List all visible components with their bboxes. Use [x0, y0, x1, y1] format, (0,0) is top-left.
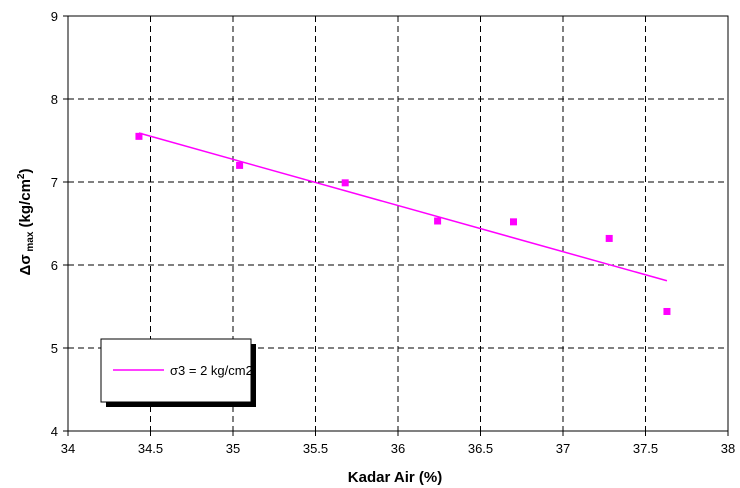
- x-tick-label: 37: [556, 441, 570, 456]
- x-tick-label: 38: [721, 441, 735, 456]
- trendline: [138, 132, 668, 282]
- y-tick-label: 9: [51, 9, 58, 24]
- x-tick-label: 34: [61, 441, 75, 456]
- x-tick-label: 34.5: [138, 441, 163, 456]
- y-axis-title-delta: Δσ: [17, 254, 34, 275]
- gridlines: [68, 16, 728, 431]
- y-axis-title: Δσ max (kg/cm2): [16, 169, 36, 276]
- data-point: [663, 307, 671, 315]
- y-axis-title-unit-open: (kg/cm: [17, 179, 34, 232]
- data-points: [135, 132, 671, 315]
- x-tick-label: 35: [226, 441, 240, 456]
- y-tick-label: 7: [51, 175, 58, 190]
- data-point: [510, 218, 517, 226]
- data-point: [434, 217, 442, 225]
- trendline-group: [138, 132, 668, 282]
- y-tick-label: 5: [51, 341, 58, 356]
- x-tick-label: 37.5: [633, 441, 658, 456]
- y-tick-label: 8: [51, 92, 58, 107]
- x-tick-label: 36: [391, 441, 405, 456]
- data-point: [236, 161, 244, 169]
- y-axis-title-superscript: 2: [16, 173, 27, 179]
- data-point: [605, 234, 613, 242]
- x-axis-title: Kadar Air (%): [348, 469, 442, 486]
- legend-series-label: σ3 = 2 kg/cm2: [170, 363, 253, 378]
- data-point: [341, 179, 349, 187]
- legend: σ3 = 2 kg/cm2: [100, 338, 256, 407]
- y-axis-title-subscript: max: [25, 231, 36, 254]
- y-axis-title-unit-close: ): [17, 169, 34, 174]
- x-tick-label: 35.5: [303, 441, 328, 456]
- x-tick-label: 36.5: [468, 441, 493, 456]
- y-tick-label: 6: [51, 258, 58, 273]
- y-tick-label: 4: [51, 424, 58, 439]
- data-point: [135, 132, 143, 140]
- axis-ticks: 34 34.5 35 35.5 36 36.5 37 37.5 38 4 5 6 7 8 9: [51, 9, 735, 456]
